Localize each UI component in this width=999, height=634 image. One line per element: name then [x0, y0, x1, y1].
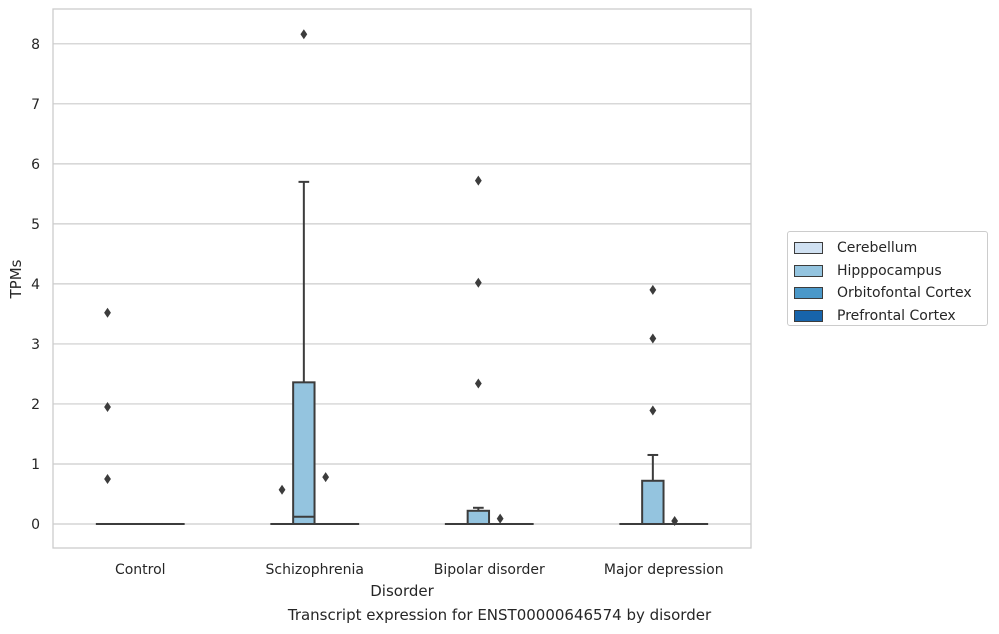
x-tick-label: Bipolar disorder: [434, 562, 545, 578]
legend-item: Orbitofontal Cortex: [794, 282, 987, 305]
x-tick-label: Control: [115, 562, 166, 578]
box-hipppocampus: [466, 175, 491, 525]
outlier-point: [322, 472, 330, 483]
legend-swatch: [794, 242, 823, 255]
box-cerebellum: [270, 484, 294, 526]
legend-item: Prefrontal Cortex: [794, 305, 987, 328]
box-cerebellum: [95, 307, 120, 526]
y-tick-label: 8: [31, 37, 40, 53]
y-tick-label: 4: [31, 277, 40, 293]
outlier-point: [474, 378, 482, 389]
legend-item: Cerebellum: [794, 237, 987, 260]
box-series: [95, 29, 709, 526]
y-tick-label: 2: [31, 397, 40, 413]
y-tick-labels: 0 1 2 3 4 5 6 7 8: [31, 37, 40, 533]
outlier-point: [496, 513, 504, 524]
outlier-point: [474, 277, 482, 288]
legend-swatch: [794, 309, 823, 322]
box-hipppocampus: [292, 29, 316, 525]
x-tick-label: Major depression: [604, 562, 724, 578]
outlier-point: [474, 175, 482, 186]
legend-swatch: [794, 264, 823, 277]
outlier-point: [278, 484, 286, 495]
y-gridlines: [53, 43, 751, 525]
outlier-point: [649, 405, 657, 416]
box-body: [641, 479, 665, 525]
plot-area-frame: [52, 8, 752, 549]
y-axis-label: TPMs: [7, 259, 25, 299]
x-tick-labels: Control Schizophrenia Bipolar disorder Majo…: [115, 562, 724, 578]
y-tick-label: 3: [31, 337, 40, 353]
y-tick-label: 7: [31, 97, 40, 113]
y-tick-label: 6: [31, 157, 40, 173]
chart-caption: Transcript expression for ENST0000064657…: [287, 606, 712, 624]
outlier-point: [671, 515, 679, 526]
legend-label: Orbitofontal Cortex: [837, 285, 972, 302]
y-tick-label: 0: [31, 517, 40, 533]
legend-swatch: [794, 287, 823, 300]
outlier-point: [104, 401, 111, 412]
outlier-point: [104, 307, 111, 318]
box-hipppocampus: [641, 284, 665, 525]
box-body: [292, 381, 316, 525]
y-tick-label: 1: [31, 457, 40, 473]
x-axis-label: Disorder: [370, 582, 434, 600]
box-orbitofontal-cortex: [313, 472, 338, 526]
y-tick-label: 5: [31, 217, 40, 233]
box-orbitofontal-cortex: [662, 515, 687, 526]
outlier-point: [300, 29, 308, 40]
outlier-point: [649, 333, 657, 344]
legend-label: Cerebellum: [837, 240, 918, 257]
legend-label: Prefrontal Cortex: [837, 307, 956, 324]
legend: Cerebellum Hipppocampus Orbitofontal Corte…: [787, 231, 988, 326]
outlier-point: [649, 284, 657, 295]
outlier-point: [104, 473, 111, 484]
box-orbitofontal-cortex: [488, 513, 512, 526]
legend-item: Hipppocampus: [794, 260, 987, 283]
box-body: [466, 509, 491, 525]
legend-label: Hipppocampus: [837, 262, 942, 279]
x-tick-label: Schizophrenia: [266, 562, 364, 578]
